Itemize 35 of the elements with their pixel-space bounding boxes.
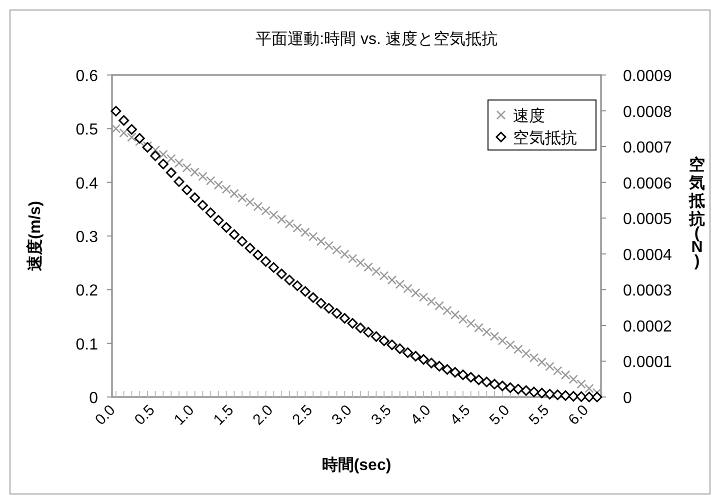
y2-tick-label: 0.0004 (623, 246, 672, 264)
x-axis-title: 時間(sec) (322, 456, 392, 474)
x-tick-label: 1.0 (170, 402, 198, 429)
x-tick-label: 0.5 (131, 402, 158, 429)
y2-tick-label: 0.0002 (623, 318, 672, 336)
y-tick-label: 0 (89, 390, 98, 407)
x-tick-label: 5.5 (526, 402, 553, 429)
x-tick-label: 3.0 (328, 402, 356, 429)
y-axis-title: 速度(m/s) (25, 200, 44, 272)
y-tick-label: 0.5 (76, 122, 98, 139)
y2-tick-label: 0.0005 (623, 211, 672, 228)
legend-label: 空気抵抗 (513, 129, 577, 147)
y2-tick-label: 0.0003 (623, 282, 672, 300)
x-tick-label: 4.5 (446, 402, 474, 429)
chart-title: 平面運動:時間 vs. 速度と空気抵抗 (256, 30, 498, 48)
x-tick-label: 4.0 (407, 402, 434, 429)
y2-tick-label: 0.0008 (623, 104, 672, 121)
y2-tick-label: 0 (623, 390, 632, 407)
y2-tick-label: 0.0007 (623, 140, 672, 157)
x-tick-label: 2.0 (250, 402, 277, 429)
legend-label: 速度 (513, 107, 545, 125)
y-tick-label: 0.3 (76, 229, 98, 246)
x-tick-label: 3.5 (368, 402, 395, 429)
y2-tick-label: 0.0006 (623, 175, 672, 192)
y2-axis-title: 空気抵抗(N) (688, 156, 705, 270)
y2-tick-label: 0.0009 (623, 68, 672, 85)
y-tick-label: 0.6 (76, 68, 98, 85)
y2-tick-label: 0.0001 (623, 354, 672, 372)
x-tick-label: 6.0 (565, 402, 592, 429)
x-tick-label: 5.0 (486, 402, 514, 429)
x-tick-label: 2.5 (289, 402, 316, 429)
x-tick-label: 1.5 (210, 402, 238, 429)
y-tick-label: 0.4 (76, 175, 98, 192)
y-tick-label: 0.2 (76, 282, 98, 300)
y-tick-label: 0.1 (76, 336, 98, 354)
